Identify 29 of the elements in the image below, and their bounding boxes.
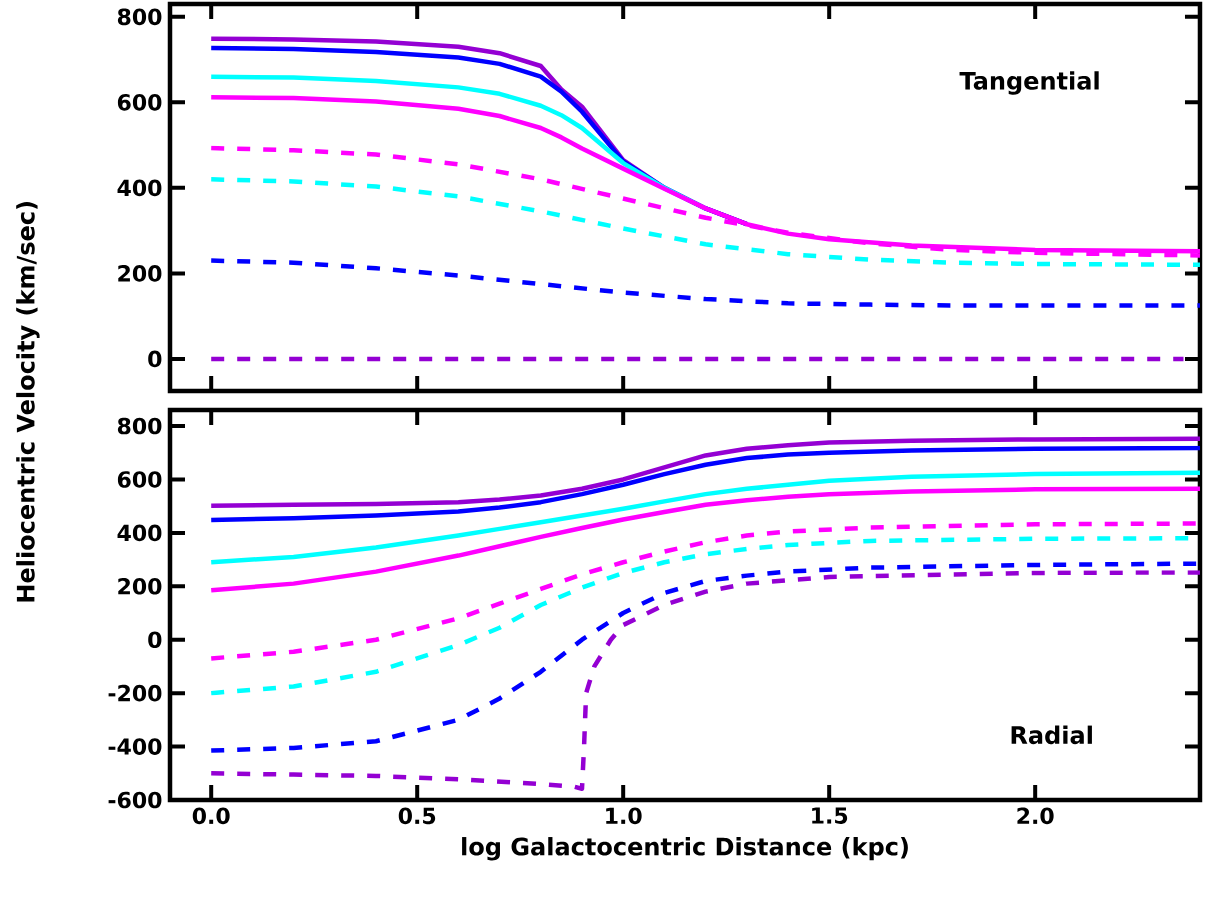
y-tick-label: 600 [117, 94, 162, 111]
y-tick-label: 600 [117, 471, 162, 488]
line-series [208, 470, 1200, 565]
x-tick-label: 1.5 [812, 807, 848, 824]
y-tick-label: 200 [118, 265, 162, 282]
line-series [208, 570, 1200, 792]
line-series [208, 94, 1200, 254]
y-tick-label: 0 [148, 350, 162, 368]
y-tick-label: -400 [108, 738, 162, 755]
y-tick-label: 400 [117, 179, 162, 197]
annotation: Tangential [959, 71, 1099, 95]
x-tick-label: 1.0 [606, 807, 642, 825]
y-tick-label: 800 [117, 8, 162, 26]
x-tick-label: 0.5 [398, 807, 436, 825]
x-tick-label: 0.0 [192, 807, 230, 825]
y-tick-label: 400 [117, 524, 162, 542]
y-tick-label: 200 [118, 577, 162, 595]
x-axis-title: log Galactocentric Distance (kpc) [462, 837, 908, 861]
y-tick-label: 0 [148, 631, 162, 649]
y-axis-title: Heliocentric Velocity (km/sec) [16, 202, 40, 602]
line-series [208, 486, 1200, 593]
y-tick-label: -200 [108, 684, 162, 702]
x-tick-label: 2.0 [1017, 807, 1054, 825]
line-series [208, 177, 1200, 268]
y-tick-label: -600 [108, 791, 162, 809]
y-tick-label: 800 [117, 417, 162, 435]
annotation: Radial [1011, 725, 1092, 745]
line-series [208, 445, 1200, 523]
line-series [208, 436, 1200, 508]
